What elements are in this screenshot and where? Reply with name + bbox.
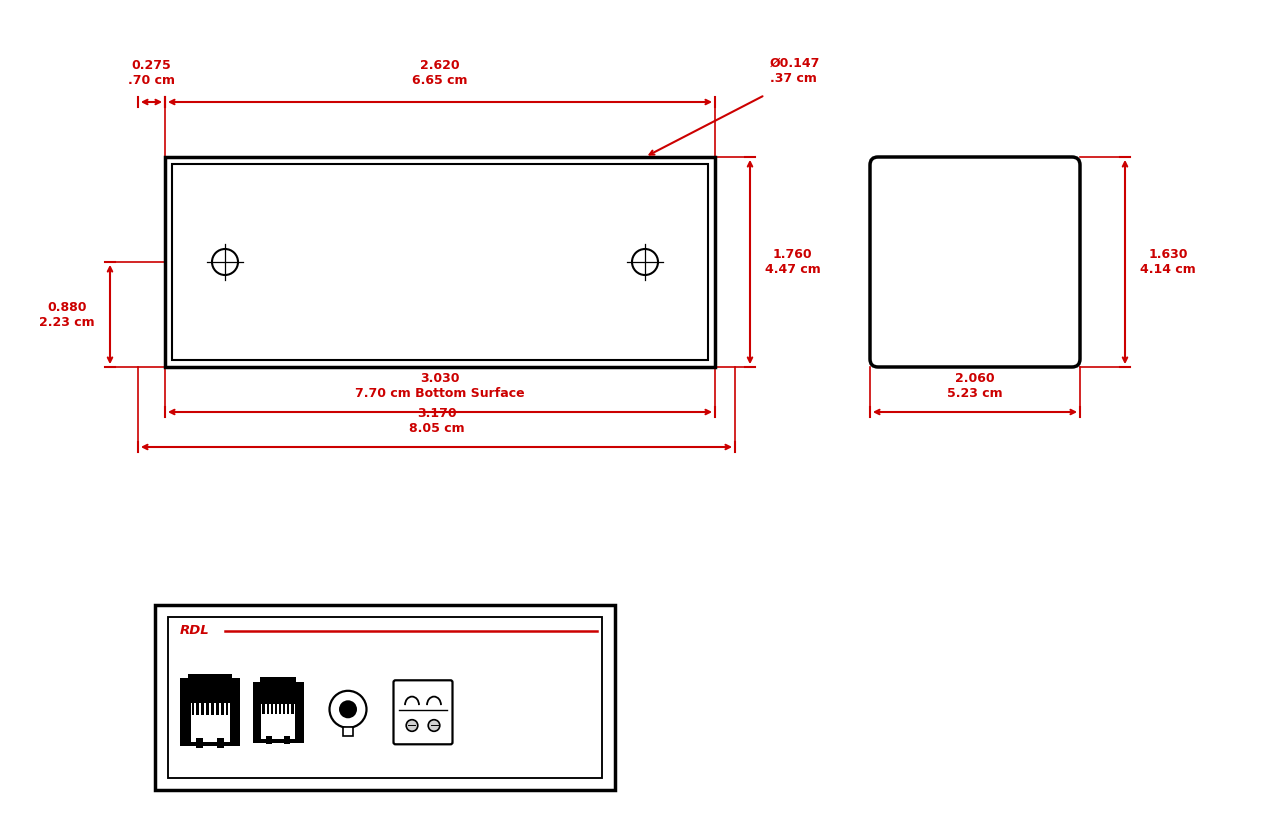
FancyBboxPatch shape: [393, 681, 453, 744]
Text: 3.030
7.70 cm Bottom Surface: 3.030 7.70 cm Bottom Surface: [355, 372, 525, 400]
Bar: [216, 703, 219, 714]
Bar: [262, 704, 265, 714]
Bar: [287, 704, 289, 714]
Text: 0.880
2.23 cm: 0.880 2.23 cm: [40, 301, 95, 329]
Text: 2.060
5.23 cm: 2.060 5.23 cm: [947, 372, 1002, 400]
Bar: [218, 738, 224, 748]
Bar: [155, 605, 614, 790]
Circle shape: [339, 700, 357, 718]
Text: 0.275
.70 cm: 0.275 .70 cm: [128, 59, 175, 87]
Bar: [284, 736, 291, 745]
FancyBboxPatch shape: [870, 157, 1080, 367]
Text: RDL: RDL: [180, 625, 210, 638]
Bar: [196, 738, 202, 748]
Bar: [211, 703, 214, 714]
Bar: [343, 727, 353, 736]
Bar: [279, 704, 282, 714]
Bar: [283, 704, 285, 714]
Bar: [191, 703, 229, 742]
Bar: [275, 704, 276, 714]
Text: 1.630
4.14 cm: 1.630 4.14 cm: [1140, 248, 1196, 276]
Bar: [266, 704, 269, 714]
Bar: [292, 704, 293, 714]
Text: 3.170
8.05 cm: 3.170 8.05 cm: [408, 407, 465, 435]
Bar: [206, 703, 209, 714]
Circle shape: [429, 720, 440, 732]
Text: Ø0.147
.37 cm: Ø0.147 .37 cm: [771, 57, 820, 85]
Circle shape: [212, 249, 238, 275]
Bar: [172, 164, 708, 360]
Bar: [165, 157, 716, 367]
Bar: [266, 736, 271, 745]
Bar: [196, 703, 200, 714]
Circle shape: [632, 249, 658, 275]
Bar: [252, 681, 303, 743]
Circle shape: [406, 720, 417, 732]
Circle shape: [329, 690, 366, 727]
Bar: [192, 703, 195, 714]
Bar: [225, 703, 228, 714]
Text: 2.620
6.65 cm: 2.620 6.65 cm: [412, 59, 467, 87]
Bar: [261, 704, 294, 739]
Text: 1.760
4.47 cm: 1.760 4.47 cm: [765, 248, 820, 276]
Bar: [260, 677, 297, 686]
Bar: [221, 703, 224, 714]
Bar: [180, 678, 241, 746]
Bar: [168, 617, 602, 778]
Bar: [201, 703, 204, 714]
Bar: [270, 704, 273, 714]
Bar: [188, 673, 232, 683]
